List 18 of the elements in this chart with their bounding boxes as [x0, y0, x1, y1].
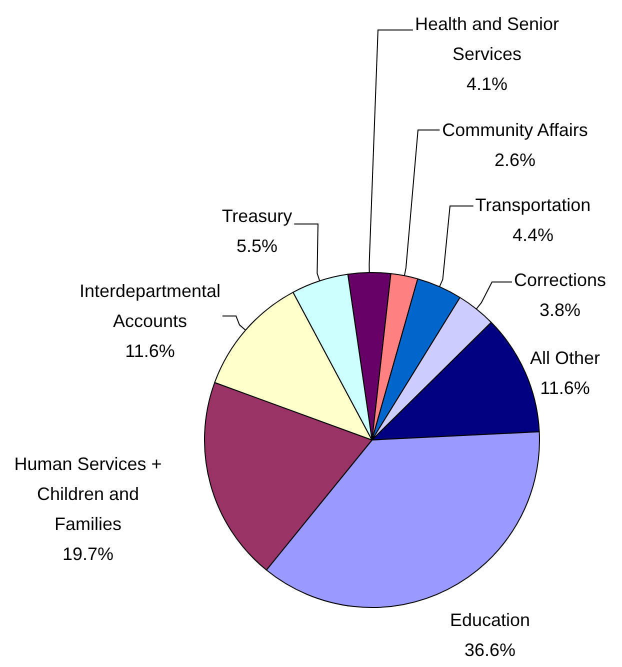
- slice-label: Corrections: [514, 270, 606, 290]
- data-label: 11.6%: [540, 378, 590, 398]
- slice-label: Health and Senior Services: [414, 14, 560, 64]
- data-label: 3.8%: [539, 300, 581, 320]
- data-label: 36.6%: [464, 640, 516, 660]
- slice-label: Education: [450, 610, 530, 630]
- data-label: 11.6%: [125, 340, 175, 361]
- data-label: 2.6%: [494, 150, 536, 170]
- data-label: 5.5%: [236, 236, 278, 256]
- slice-label: Human Services + Children and Families: [14, 454, 162, 534]
- data-label: 4.4%: [512, 224, 554, 245]
- slice-label: Community Affairs: [442, 120, 588, 140]
- slice-label: All Other: [530, 348, 600, 368]
- data-label: 19.7%: [62, 544, 114, 564]
- data-label: 4.1%: [466, 74, 508, 94]
- slice-label: Interdepartmental Accounts: [79, 280, 221, 331]
- slice-label: Treasury: [222, 206, 292, 226]
- slice-label: Transportation: [475, 194, 591, 215]
